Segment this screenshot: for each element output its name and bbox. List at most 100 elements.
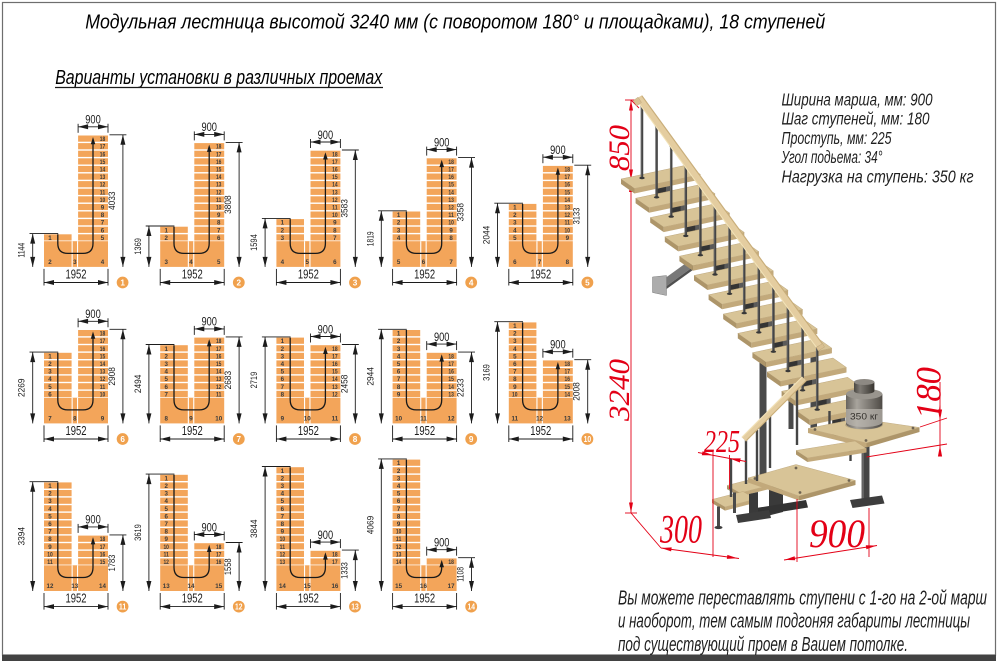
svg-text:10: 10: [100, 391, 106, 398]
svg-text:3844: 3844: [249, 519, 259, 538]
svg-text:4: 4: [513, 346, 517, 353]
svg-text:8: 8: [353, 435, 358, 444]
svg-text:4: 4: [281, 491, 285, 498]
svg-text:14: 14: [565, 391, 571, 398]
svg-text:7: 7: [237, 435, 242, 444]
svg-text:900: 900: [809, 511, 865, 556]
svg-text:13: 13: [216, 376, 222, 383]
svg-text:15: 15: [565, 189, 571, 196]
svg-text:13: 13: [163, 583, 170, 590]
svg-text:7: 7: [281, 513, 285, 520]
svg-text:1108: 1108: [456, 567, 466, 582]
svg-text:7: 7: [513, 369, 517, 376]
svg-text:16: 16: [332, 167, 338, 174]
svg-text:6: 6: [164, 513, 168, 520]
svg-text:8: 8: [217, 220, 221, 227]
svg-text:17: 17: [448, 167, 454, 174]
svg-text:1783: 1783: [107, 555, 117, 572]
svg-text:14: 14: [396, 559, 402, 566]
svg-text:17: 17: [448, 583, 455, 590]
svg-text:16: 16: [331, 583, 338, 590]
svg-text:3: 3: [48, 369, 52, 376]
svg-text:7: 7: [164, 521, 168, 528]
svg-text:11: 11: [512, 415, 519, 422]
svg-text:5: 5: [217, 259, 221, 266]
svg-text:15: 15: [100, 353, 106, 360]
svg-text:14: 14: [216, 174, 222, 181]
svg-text:8: 8: [449, 235, 453, 242]
svg-text:9: 9: [397, 391, 401, 398]
svg-text:3358: 3358: [456, 203, 466, 222]
svg-text:3240: 3240: [603, 359, 636, 422]
svg-text:1: 1: [397, 331, 401, 338]
svg-text:8: 8: [101, 212, 105, 219]
svg-text:10: 10: [100, 197, 106, 204]
svg-text:12: 12: [396, 544, 402, 551]
svg-text:8: 8: [333, 227, 337, 234]
svg-text:15: 15: [332, 174, 338, 181]
svg-text:12: 12: [332, 197, 338, 204]
svg-text:2: 2: [397, 338, 401, 345]
svg-text:900: 900: [318, 324, 334, 336]
svg-text:900: 900: [201, 317, 217, 329]
svg-text:18: 18: [565, 361, 571, 368]
svg-text:11: 11: [119, 603, 127, 612]
svg-text:11: 11: [216, 391, 222, 398]
svg-text:11: 11: [396, 536, 402, 543]
svg-text:850: 850: [603, 125, 636, 171]
svg-text:16: 16: [216, 559, 222, 566]
svg-text:7: 7: [281, 384, 285, 391]
svg-text:12: 12: [47, 583, 54, 590]
svg-text:1952: 1952: [182, 267, 203, 282]
svg-text:2683: 2683: [223, 371, 233, 390]
svg-text:1952: 1952: [298, 423, 319, 438]
svg-text:6: 6: [101, 227, 105, 234]
svg-text:17: 17: [332, 559, 338, 566]
svg-text:11: 11: [420, 415, 427, 422]
svg-text:3394: 3394: [17, 527, 27, 546]
svg-text:3: 3: [397, 346, 401, 353]
svg-text:18: 18: [332, 551, 338, 558]
svg-text:16: 16: [565, 182, 571, 189]
svg-text:900: 900: [318, 530, 334, 542]
svg-text:3133: 3133: [572, 208, 582, 225]
svg-text:3: 3: [397, 475, 401, 482]
svg-text:3: 3: [281, 483, 285, 490]
svg-text:11: 11: [565, 220, 571, 227]
svg-text:5: 5: [585, 278, 590, 287]
svg-text:10: 10: [448, 220, 454, 227]
svg-text:Шаг ступеней, мм: 180: Шаг ступеней, мм: 180: [782, 109, 930, 129]
svg-text:15: 15: [100, 559, 106, 566]
svg-text:1: 1: [48, 353, 52, 360]
svg-text:5: 5: [164, 376, 168, 383]
svg-text:9: 9: [449, 227, 453, 234]
svg-text:9: 9: [281, 415, 285, 422]
svg-text:5: 5: [397, 361, 401, 368]
svg-text:3: 3: [164, 361, 168, 368]
svg-text:11: 11: [280, 544, 286, 551]
svg-text:4: 4: [101, 259, 105, 266]
svg-text:15: 15: [395, 583, 402, 590]
svg-text:1819: 1819: [365, 231, 375, 246]
svg-text:5: 5: [397, 491, 401, 498]
svg-text:18: 18: [448, 159, 454, 166]
svg-text:1: 1: [281, 220, 285, 227]
svg-text:2: 2: [48, 361, 52, 368]
svg-text:225: 225: [704, 423, 740, 459]
svg-text:16: 16: [216, 159, 222, 166]
svg-text:4: 4: [164, 369, 168, 376]
svg-text:8: 8: [397, 384, 401, 391]
svg-text:16: 16: [332, 361, 338, 368]
svg-text:18: 18: [332, 151, 338, 158]
svg-text:5: 5: [513, 353, 517, 360]
svg-text:4: 4: [469, 278, 474, 287]
svg-text:14: 14: [279, 583, 286, 590]
svg-text:8: 8: [566, 259, 570, 266]
svg-text:14: 14: [332, 376, 338, 383]
svg-text:15: 15: [100, 159, 106, 166]
svg-text:14: 14: [448, 189, 454, 196]
svg-text:13: 13: [280, 559, 286, 566]
svg-text:16: 16: [100, 551, 106, 558]
svg-text:11: 11: [332, 415, 339, 422]
svg-text:и наоборот, тем самым подгоняя: и наоборот, тем самым подгоняя габариты …: [618, 610, 970, 633]
